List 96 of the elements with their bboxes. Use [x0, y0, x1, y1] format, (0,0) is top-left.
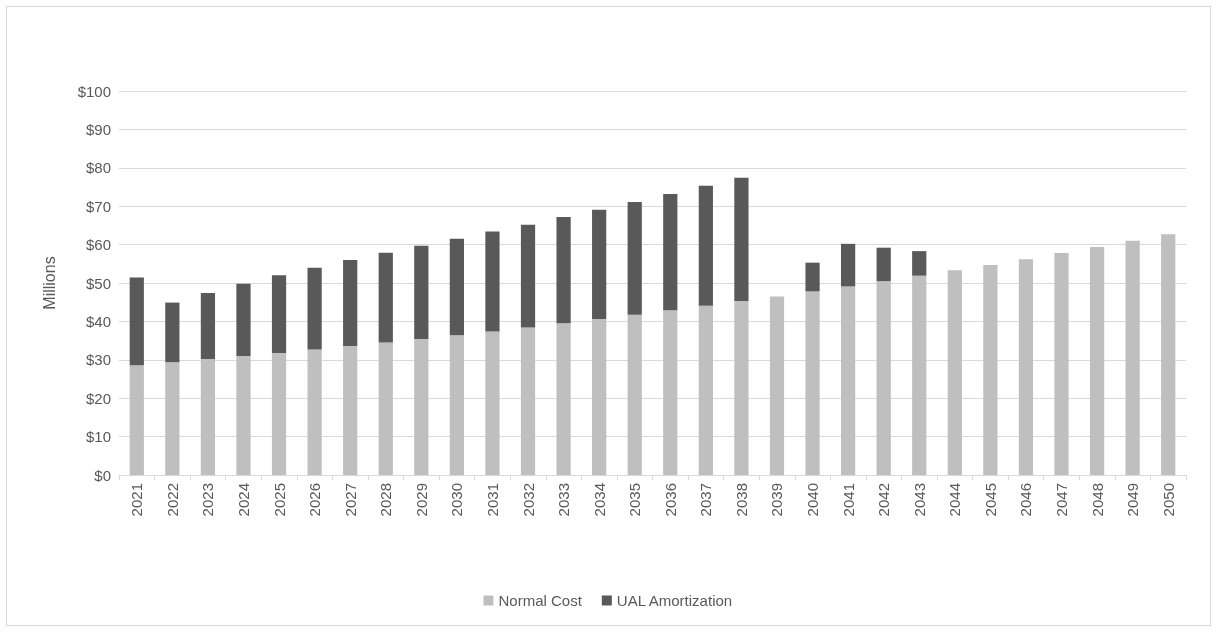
bar	[983, 264, 998, 475]
x-tick-label: 2028	[377, 483, 395, 517]
bar	[449, 335, 464, 475]
x-tick-label: 2039	[768, 483, 786, 517]
x-tick-label: 2036	[661, 483, 679, 517]
bar	[663, 310, 678, 475]
x-tick-label: 2031	[483, 483, 501, 517]
bar	[592, 209, 607, 320]
y-tick-label: $20	[85, 389, 111, 407]
bar	[556, 323, 571, 475]
x-tick-label: 2026	[306, 483, 324, 517]
bar	[627, 201, 642, 315]
bar	[1089, 246, 1105, 475]
bar	[876, 281, 891, 475]
x-tick-label: 2050	[1159, 483, 1177, 517]
x-tick-label: 2023	[199, 483, 217, 517]
bar	[698, 185, 713, 306]
x-tick-label: 2030	[448, 483, 466, 517]
bar	[698, 305, 713, 475]
bar	[627, 314, 642, 475]
bar	[200, 292, 216, 360]
bar	[663, 193, 678, 311]
bar	[236, 355, 251, 475]
y-tick-label: $0	[94, 466, 111, 484]
bar	[734, 301, 749, 475]
bar	[343, 259, 358, 346]
x-tick-label: 2035	[626, 483, 644, 517]
x-tick-label: 2048	[1088, 483, 1106, 517]
y-tick-label: $80	[85, 159, 111, 177]
x-tick-label: 2047	[1053, 483, 1071, 517]
bar	[734, 177, 749, 302]
y-tick-label: $70	[85, 197, 111, 215]
bar	[307, 267, 322, 350]
x-tick-label: 2043	[910, 483, 928, 517]
y-tick-label: $100	[77, 82, 111, 100]
bar	[271, 352, 287, 475]
x-tick-label: 2046	[1017, 483, 1035, 517]
bar	[307, 349, 322, 475]
bar	[378, 342, 393, 475]
x-tick-label: 2045	[981, 483, 999, 517]
x-tick-label: 2027	[341, 483, 359, 517]
y-tick-label: $60	[85, 236, 111, 254]
bar	[947, 270, 962, 475]
x-tick-label: 2034	[590, 483, 608, 517]
bar	[414, 245, 429, 340]
bar	[556, 216, 571, 324]
bar	[912, 275, 927, 475]
bar	[841, 286, 856, 475]
legend-label: Normal Cost	[498, 592, 583, 609]
x-tick-label: 2040	[804, 483, 822, 517]
x-tick-label: 2032	[519, 483, 537, 517]
y-tick-label: $50	[85, 274, 111, 292]
y-tick-label: $40	[85, 312, 111, 330]
bar	[414, 339, 429, 475]
bar	[1161, 234, 1176, 475]
x-tick-label: 2042	[875, 483, 893, 517]
bar	[1054, 253, 1069, 475]
x-tick-label: 2044	[946, 483, 964, 517]
x-tick-label: 2033	[555, 483, 573, 517]
bar	[1125, 240, 1140, 475]
x-tick-label: 2022	[163, 483, 181, 517]
bar	[485, 331, 500, 475]
x-tick-label: 2024	[234, 483, 252, 517]
y-tick-label: $10	[85, 428, 111, 446]
bar	[129, 277, 144, 366]
bar	[912, 251, 927, 276]
x-tick-label: 2025	[270, 483, 288, 517]
x-tick-label: 2029	[412, 483, 430, 517]
bar	[485, 231, 500, 332]
bar	[449, 238, 464, 336]
bar	[165, 302, 180, 363]
x-tick-label: 2021	[128, 483, 146, 517]
bar	[1018, 259, 1034, 475]
bar	[805, 262, 820, 292]
bar	[592, 319, 607, 475]
bar	[343, 345, 358, 475]
y-axis-title: Millions	[40, 256, 58, 310]
bar	[236, 283, 251, 356]
bar	[165, 362, 180, 475]
x-tick-label: 2038	[732, 483, 750, 517]
bar	[876, 247, 891, 282]
bar	[769, 296, 785, 475]
bar	[271, 275, 287, 353]
x-tick-label: 2037	[697, 483, 715, 517]
bar	[520, 224, 536, 328]
bar	[520, 327, 536, 475]
bar	[805, 291, 820, 475]
bar	[129, 365, 144, 475]
x-tick-label: 2049	[1124, 483, 1142, 517]
y-tick-label: $90	[85, 120, 111, 138]
bar	[378, 252, 393, 343]
bar	[841, 243, 856, 287]
y-tick-label: $30	[85, 351, 111, 369]
x-tick-label: 2041	[839, 483, 857, 517]
bar	[200, 359, 216, 475]
legend-label: UAL Amortization	[616, 592, 733, 609]
